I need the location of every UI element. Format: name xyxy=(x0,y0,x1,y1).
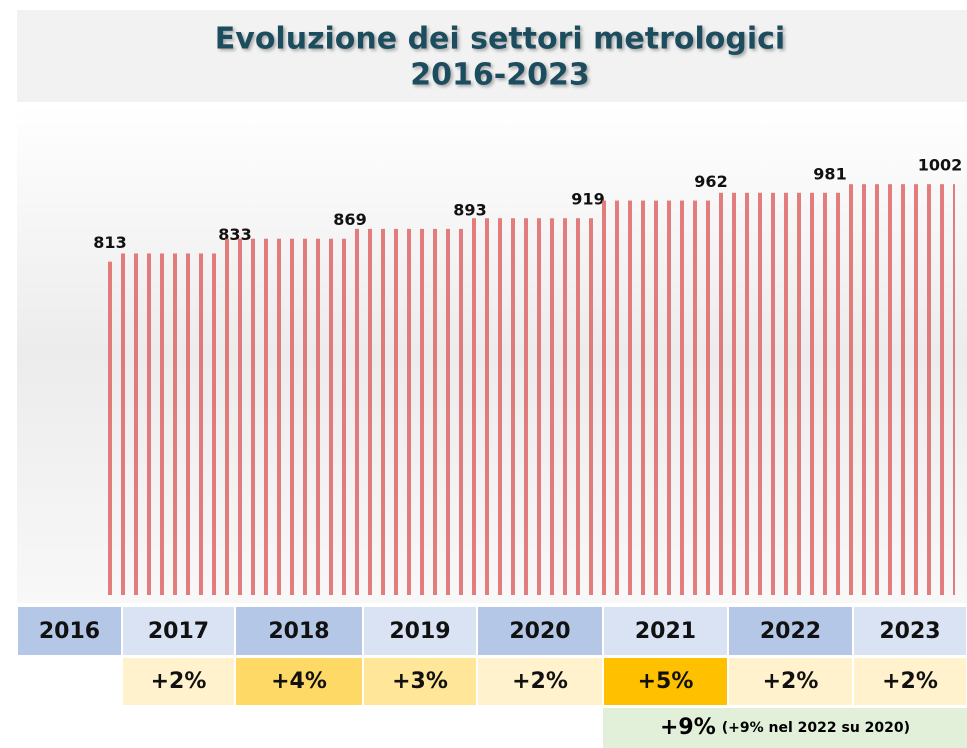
note: +9% (+9% nel 2022 su 2020) xyxy=(660,715,910,740)
value-label: 962 xyxy=(694,172,727,191)
growth-label: +5% xyxy=(638,669,694,694)
growth-cell xyxy=(364,658,476,705)
growth-cell xyxy=(478,658,602,705)
growth-cell xyxy=(854,658,966,705)
chart-subtitle: 2016-2023 xyxy=(410,58,589,93)
bar xyxy=(467,218,593,595)
year-cell xyxy=(18,607,121,655)
bar xyxy=(100,261,112,595)
title-band xyxy=(17,10,967,102)
value-label: 1002 xyxy=(918,156,963,175)
value-label: 981 xyxy=(813,164,846,183)
note-value: +9% xyxy=(660,715,716,740)
year-cell xyxy=(478,607,602,655)
growth-label: +2% xyxy=(763,669,819,694)
value-label: 893 xyxy=(453,200,486,219)
growth-label: +4% xyxy=(271,669,327,694)
growth-cell xyxy=(604,658,727,705)
growth-label: +2% xyxy=(882,669,938,694)
year-cell xyxy=(123,607,234,655)
year-cell xyxy=(364,607,476,655)
value-label: 869 xyxy=(333,210,366,229)
growth-cell xyxy=(729,658,852,705)
growth-cell xyxy=(123,658,234,705)
bar xyxy=(843,184,955,595)
value-label: 813 xyxy=(93,233,126,252)
growth-label: +2% xyxy=(151,669,207,694)
bar xyxy=(225,238,353,595)
year-cell xyxy=(729,607,852,655)
bar xyxy=(112,253,225,595)
growth-label: +2% xyxy=(512,669,568,694)
chart-title: Evoluzione dei settori metrologici xyxy=(215,22,785,57)
year-label: 2022 xyxy=(760,619,821,644)
year-label: 2023 xyxy=(879,619,940,644)
year-label: 2020 xyxy=(509,619,570,644)
year-cell xyxy=(236,607,362,655)
growth-label: +3% xyxy=(392,669,448,694)
year-cell xyxy=(604,607,727,655)
bar xyxy=(593,200,718,595)
year-label: 2019 xyxy=(389,619,450,644)
year-label: 2018 xyxy=(268,619,329,644)
year-label: 2021 xyxy=(635,619,696,644)
year-cell xyxy=(854,607,966,655)
note-detail: (+9% nel 2022 su 2020) xyxy=(722,720,910,736)
bar xyxy=(718,192,843,596)
note-cell xyxy=(603,708,967,748)
year-label: 2017 xyxy=(148,619,209,644)
bar xyxy=(353,228,467,595)
growth-cell xyxy=(236,658,362,705)
year-label: 2016 xyxy=(39,619,100,644)
